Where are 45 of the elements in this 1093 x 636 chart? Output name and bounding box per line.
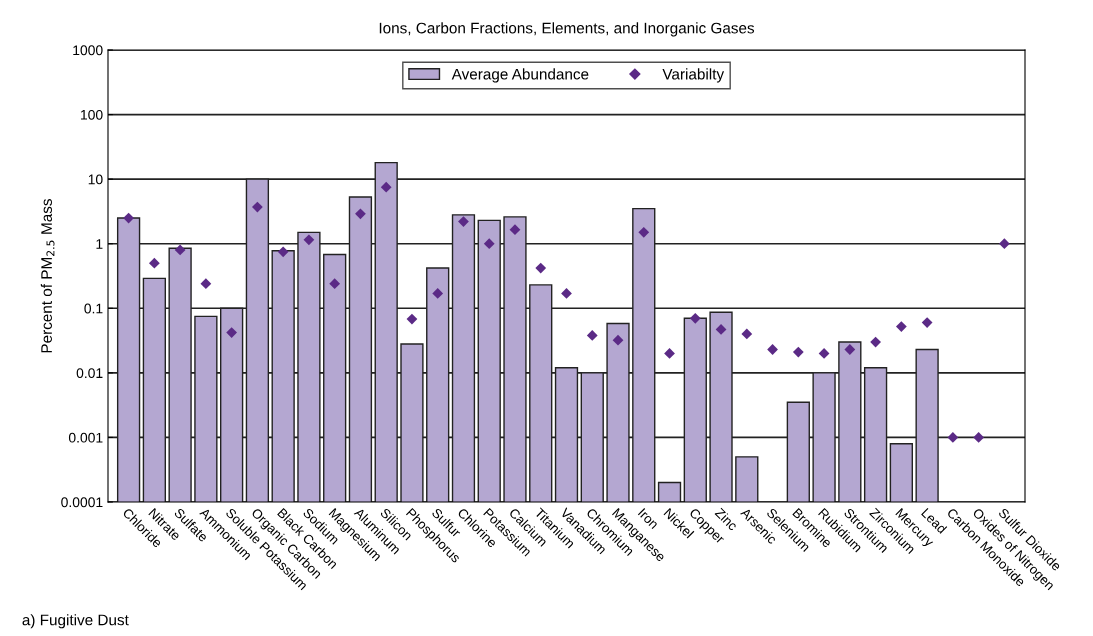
point	[612, 334, 624, 346]
point	[226, 327, 238, 338]
y-tick-label: 0.01	[76, 368, 103, 379]
y-tick-label: 0.1	[84, 303, 103, 314]
point	[174, 244, 186, 256]
point	[973, 432, 985, 443]
point	[586, 330, 598, 341]
point	[741, 328, 753, 340]
point	[483, 238, 495, 250]
y-tick-label: 0.001	[68, 432, 103, 443]
y-tick-label: 1000	[73, 45, 103, 56]
y-axis-title: Percent of PM$_{2.5}$ Mass	[40, 199, 55, 353]
text: a) Fugitive Dust	[22, 614, 129, 629]
point	[844, 344, 856, 355]
point	[148, 257, 160, 269]
y-tick-label: 100	[81, 109, 103, 120]
point	[664, 348, 675, 359]
point	[303, 234, 315, 246]
point	[432, 288, 444, 299]
y-tick-label: 0.0001	[61, 497, 103, 508]
point	[561, 288, 572, 299]
point	[355, 208, 366, 220]
point	[767, 344, 778, 355]
point	[921, 317, 933, 328]
point	[999, 238, 1010, 250]
point	[870, 336, 881, 348]
point	[895, 321, 907, 332]
point	[380, 181, 392, 193]
legend-label: Average Abundance	[451, 68, 589, 83]
point	[509, 224, 521, 236]
point	[200, 278, 212, 290]
point	[638, 226, 650, 238]
point	[535, 262, 547, 274]
chart-title: Ions, Carbon Fractions, Elements, and Inorganic Gases	[379, 22, 755, 37]
point	[792, 346, 804, 358]
point	[277, 246, 289, 258]
point	[689, 312, 701, 324]
point	[818, 348, 830, 359]
legend-label: Variabilty	[662, 68, 725, 83]
point	[947, 432, 959, 443]
point	[406, 313, 418, 325]
point	[458, 216, 469, 227]
y-tick-label: 10	[88, 174, 103, 185]
y-tick-label: 1	[96, 239, 103, 249]
point	[329, 278, 341, 290]
